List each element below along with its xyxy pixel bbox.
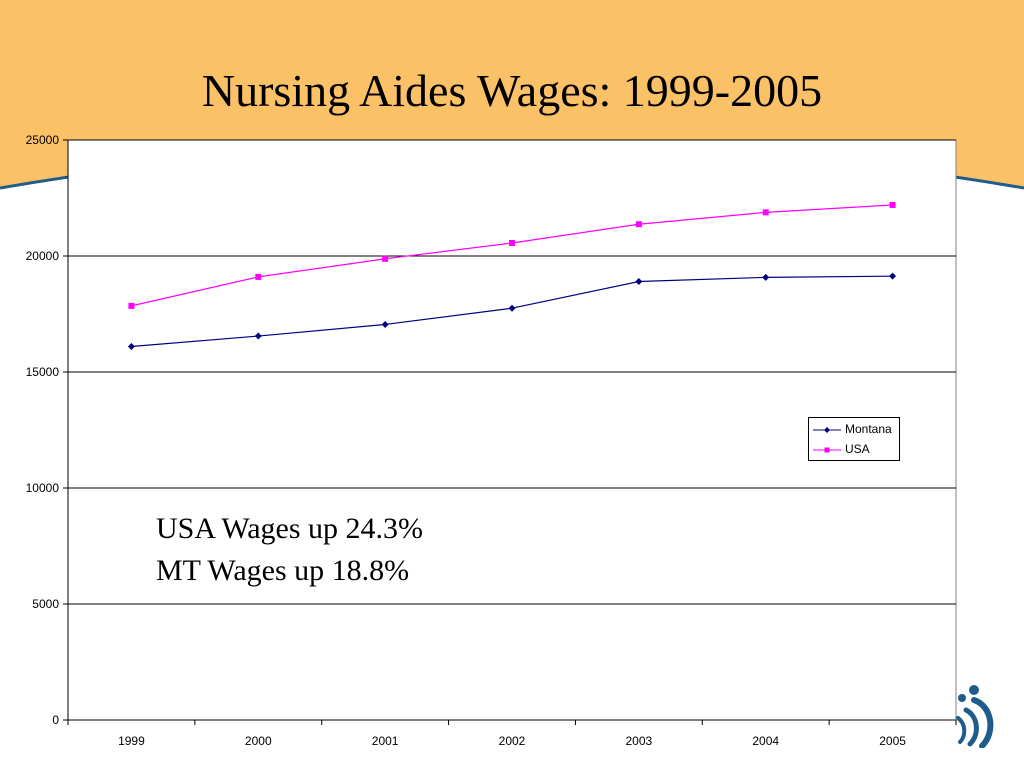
y-tick-label: 10000	[26, 481, 60, 495]
data-point-montana	[381, 320, 389, 328]
legend-marker-montana	[813, 427, 841, 433]
data-point-montana	[254, 332, 262, 340]
annotation-mt: MT Wages up 18.8%	[156, 554, 410, 587]
y-tick-label: 25000	[26, 133, 60, 147]
data-point-montana	[127, 342, 135, 350]
data-point-usa	[128, 302, 135, 309]
x-tick-label: 2002	[499, 734, 526, 748]
data-point-usa	[382, 255, 389, 262]
data-point-montana	[762, 273, 770, 281]
x-tick-label: 1999	[118, 734, 145, 748]
y-tick-label: 5000	[32, 597, 59, 611]
x-tick-label: 2000	[245, 734, 272, 748]
x-tick-label: 2004	[752, 734, 779, 748]
legend-marker-usa	[813, 447, 841, 453]
x-tick-label: 2003	[626, 734, 653, 748]
annotation-usa: USA Wages up 24.3%	[156, 512, 424, 545]
y-tick-label: 0	[52, 713, 59, 727]
data-point-usa	[889, 201, 896, 208]
y-tick-label: 20000	[26, 249, 60, 263]
x-tick-label: 2005	[879, 734, 906, 748]
data-point-montana	[889, 272, 897, 280]
data-point-usa	[255, 273, 262, 280]
data-point-usa	[509, 240, 515, 247]
legend-label-usa: USA	[845, 442, 870, 456]
x-tick-label: 2001	[372, 734, 399, 748]
y-tick-label: 15000	[26, 365, 60, 379]
legend-label-montana: Montana	[845, 422, 892, 436]
data-point-usa	[635, 221, 642, 228]
person-swirl-logo	[956, 685, 994, 748]
data-point-usa	[762, 209, 769, 216]
chart-legend: Montana USA	[808, 417, 900, 461]
data-point-montana	[508, 304, 516, 312]
data-point-montana	[635, 278, 643, 286]
slide-title: Nursing Aides Wages: 1999-2005	[201, 65, 823, 116]
